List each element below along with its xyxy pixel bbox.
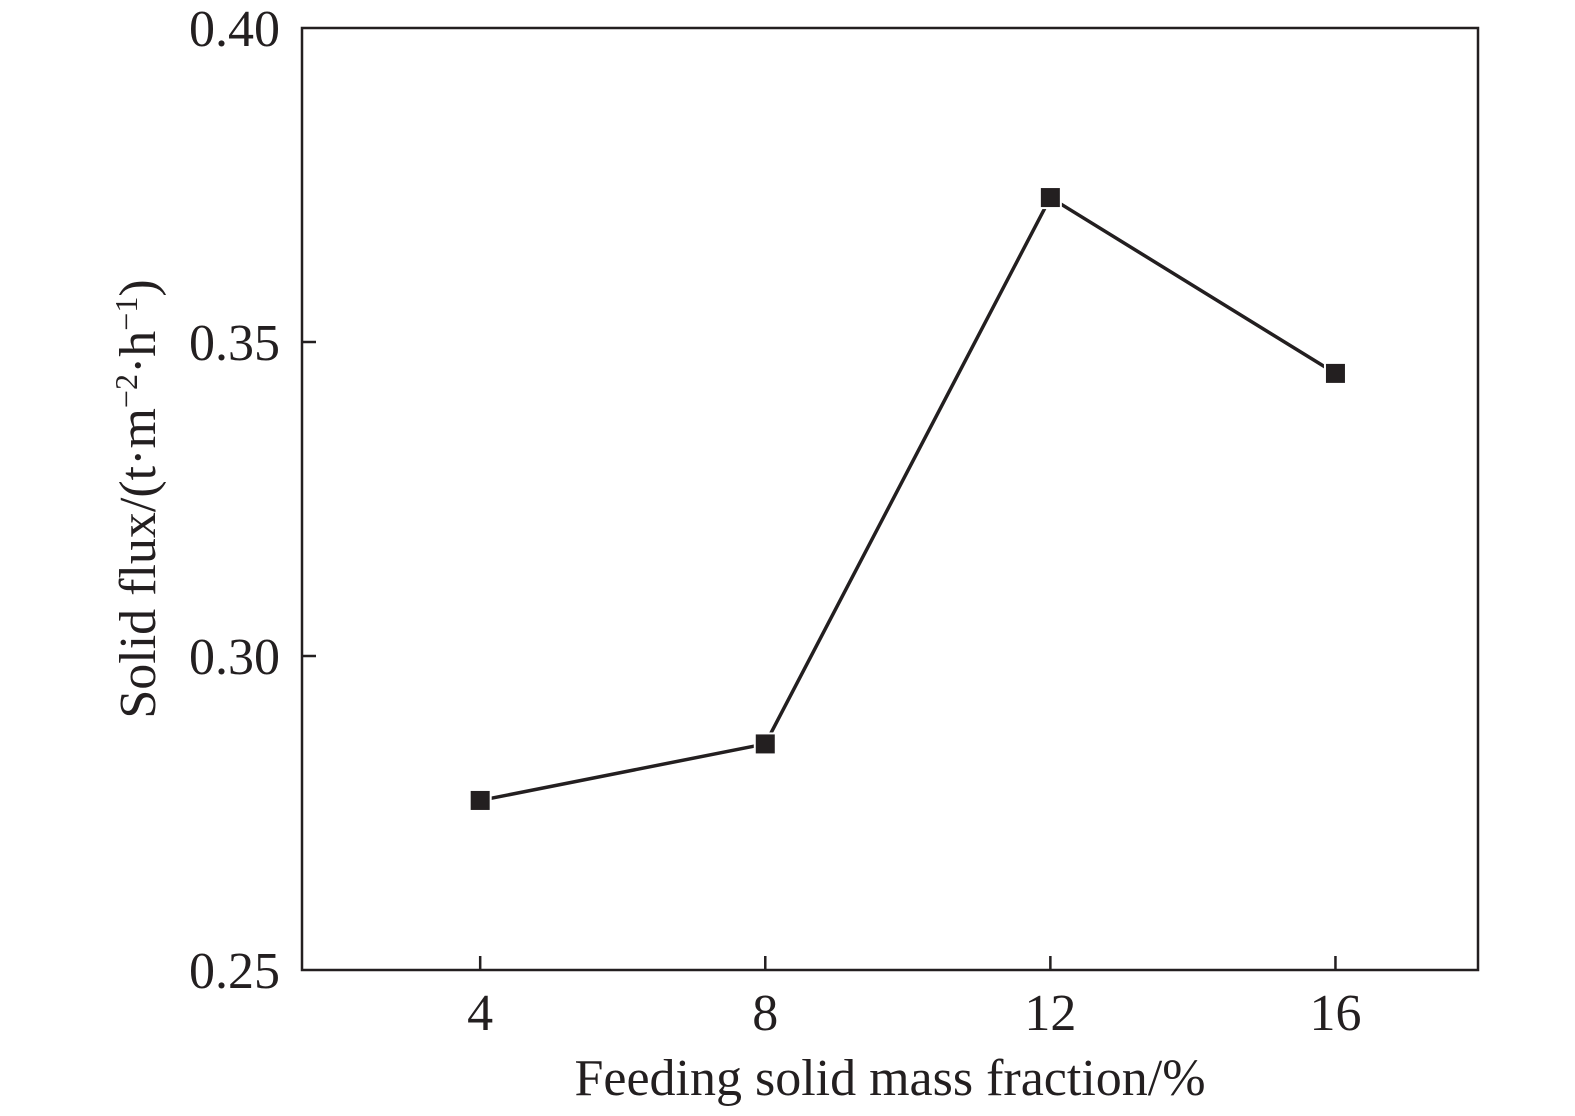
- data-point-square: [753, 732, 777, 756]
- data-point-square: [1323, 361, 1347, 385]
- y-tick-label: 0.30: [189, 629, 280, 686]
- y-axis-title-sup2: −1: [108, 297, 144, 331]
- y-axis-title-mid: ·h: [110, 331, 167, 374]
- y-tick-label: 0.25: [189, 943, 280, 1000]
- x-axis-ticks: 4 8 12 16: [467, 956, 1361, 1042]
- y-tick-label: 0.35: [189, 315, 280, 372]
- data-point-square: [1038, 186, 1062, 210]
- y-tick-label: 0.40: [189, 1, 280, 58]
- x-tick-label: 8: [752, 985, 778, 1042]
- y-axis-title-end: ): [110, 279, 167, 296]
- plot-frame: [300, 26, 1480, 972]
- data-series: [468, 186, 1347, 812]
- x-tick-label: 4: [467, 985, 493, 1042]
- series-line: [479, 195, 1337, 803]
- x-tick-label: 16: [1309, 985, 1361, 1042]
- y-axis-title-main: Solid flux/(t·m: [110, 408, 167, 719]
- y-axis-title: Solid flux/(t·m−2·h−1): [108, 279, 167, 718]
- y-axis-title-sup1: −2: [108, 374, 144, 408]
- y-axis-ticks: 0.25 0.30 0.35 0.40: [189, 1, 316, 1000]
- data-point-square: [468, 788, 492, 812]
- x-tick-label: 12: [1024, 985, 1076, 1042]
- x-axis-title: Feeding solid mass fraction/%: [574, 1050, 1205, 1107]
